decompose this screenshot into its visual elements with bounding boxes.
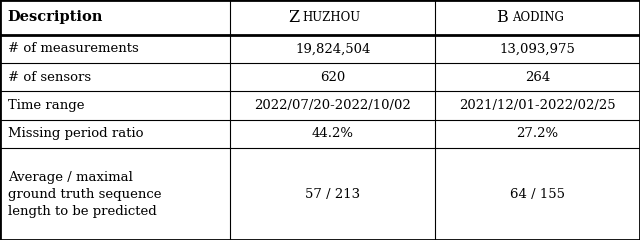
Text: 27.2%: 27.2% [516,127,559,140]
Text: Missing period ratio: Missing period ratio [8,127,143,140]
Text: Average / maximal
ground truth sequence
length to be predicted: Average / maximal ground truth sequence … [8,171,161,217]
Text: Z: Z [288,9,300,26]
Text: 13,093,975: 13,093,975 [500,42,575,55]
Text: 264: 264 [525,71,550,84]
Text: # of sensors: # of sensors [8,71,91,84]
Text: 19,824,504: 19,824,504 [295,42,371,55]
Text: Time range: Time range [8,99,84,112]
Text: # of measurements: # of measurements [8,42,138,55]
Text: AODING: AODING [512,11,564,24]
Text: Description: Description [8,10,103,24]
Text: 2022/07/20-2022/10/02: 2022/07/20-2022/10/02 [255,99,411,112]
Text: HUZHOU: HUZHOU [303,11,360,24]
Text: 64 / 155: 64 / 155 [510,187,565,201]
Text: B: B [497,9,508,26]
Text: 2021/12/01-2022/02/25: 2021/12/01-2022/02/25 [460,99,616,112]
Text: 57 / 213: 57 / 213 [305,187,360,201]
Text: 44.2%: 44.2% [312,127,354,140]
Text: 620: 620 [320,71,346,84]
